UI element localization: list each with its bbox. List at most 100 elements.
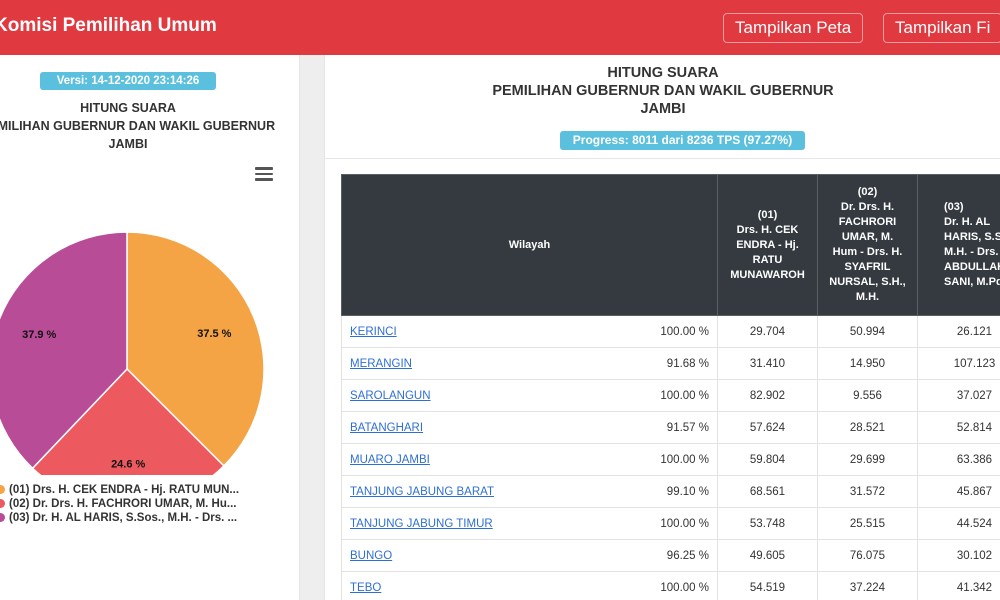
vote-count-cell: 59.804 <box>717 443 818 476</box>
results-title: HITUNG SUARA PEMILIHAN GUBERNUR DAN WAKI… <box>325 64 1000 118</box>
chart-panel: Versi: 14-12-2020 23:14:26 HITUNG SUARA … <box>0 55 300 600</box>
header-line: SYAFRIL <box>844 261 891 273</box>
progress-percent: 100.00 % <box>660 325 709 338</box>
region-link[interactable]: BATANGHARI <box>350 421 424 434</box>
chart-title-line2: PEMILIHAN GUBERNUR DAN WAKIL GUBERNUR <box>0 119 276 133</box>
progress-percent: 100.00 % <box>660 517 709 530</box>
progress-percent: 100.00 % <box>660 453 709 466</box>
table-row: TANJUNG JABUNG TIMUR 100.00 % 53.748 25.515… <box>341 507 1000 540</box>
header-candidate-02: (02) Dr. Drs. H. FACHRORI UMAR, M. Hum - Drs… <box>817 174 918 316</box>
progress-badge: Progress: 8011 dari 8236 TPS (97.27%) <box>560 131 805 150</box>
results-title-line1: HITUNG SUARA <box>607 65 719 81</box>
header-line: M.H. - Drs. H. <box>944 246 1000 258</box>
region-cell: SAROLANGUN 100.00 % <box>341 379 718 412</box>
region-link[interactable]: BUNGO <box>350 549 393 562</box>
brand-title[interactable]: Komisi Pemilihan Umum <box>0 15 217 36</box>
vote-count-cell: 44.524 <box>917 507 1000 540</box>
vote-count-cell: 29.699 <box>817 443 918 476</box>
legend-item[interactable]: (01) Drs. H. CEK ENDRA - Hj. RATU MUN... <box>0 483 296 497</box>
chart-title-line3: JAMBI <box>108 137 148 151</box>
region-link[interactable]: MERANGIN <box>350 357 412 370</box>
table-row: KERINCI 100.00 % 29.704 50.994 26.121 <box>341 315 1000 348</box>
pie-slice-label: 24.6 % <box>111 459 145 471</box>
progress-percent: 96.25 % <box>666 549 709 562</box>
legend-dot-icon <box>0 513 5 522</box>
table-row: TEBO 100.00 % 54.519 37.224 41.342 <box>341 571 1000 600</box>
region-cell: BATANGHARI 91.57 % <box>341 411 718 444</box>
progress-percent: 99.10 % <box>666 485 709 498</box>
legend-item[interactable]: (02) Dr. Drs. H. FACHRORI UMAR, M. Hu... <box>0 497 296 511</box>
progress-percent: 100.00 % <box>660 389 709 402</box>
region-cell: KERINCI 100.00 % <box>341 315 718 348</box>
region-link[interactable]: TANJUNG JABUNG BARAT <box>350 485 494 498</box>
header-line: (01) <box>757 208 778 221</box>
vote-count-cell: 37.224 <box>817 571 918 600</box>
header-line: Dr. H. AL <box>944 216 991 228</box>
vote-count-cell: 37.027 <box>917 379 1000 412</box>
region-link[interactable]: KERINCI <box>350 325 397 338</box>
header-line: Hum - Drs. H. <box>832 246 903 258</box>
show-filter-button[interactable]: Tampilkan Fi <box>883 13 1000 43</box>
table-row: MERANGIN 91.68 % 31.410 14.950 107.123 <box>341 347 1000 380</box>
vote-count-cell: 25.515 <box>817 507 918 540</box>
legend-dot-icon <box>0 499 5 508</box>
vote-count-cell: 49.605 <box>717 539 818 572</box>
region-cell: TEBO 100.00 % <box>341 571 718 600</box>
region-cell: BUNGO 96.25 % <box>341 539 718 572</box>
vote-count-cell: 30.102 <box>917 539 1000 572</box>
pie-slice[interactable] <box>0 231 128 470</box>
vote-count-cell: 53.748 <box>717 507 818 540</box>
table-row: MUARO JAMBI 100.00 % 59.804 29.699 63.386 <box>341 443 1000 476</box>
header-line: MUNAWAROH <box>730 268 805 281</box>
vote-count-cell: 52.814 <box>917 411 1000 444</box>
separator <box>325 158 1000 159</box>
region-cell: TANJUNG JABUNG TIMUR 100.00 % <box>341 507 718 540</box>
show-map-button[interactable]: Tampilkan Peta <box>723 13 864 43</box>
region-cell: TANJUNG JABUNG BARAT 99.10 % <box>341 475 718 508</box>
top-navbar: Komisi Pemilihan Umum Tampilkan Peta Tam… <box>0 0 1000 55</box>
vote-count-cell: 68.561 <box>717 475 818 508</box>
pie-slice-label: 37.9 % <box>22 329 56 341</box>
vote-count-cell: 14.950 <box>817 347 918 380</box>
results-table: Wilayah (01) Drs. H. CEK ENDRA - Hj. RATU MU… <box>341 174 1000 600</box>
header-line: Drs. H. CEK <box>736 223 799 236</box>
header-candidate-03: (03) Dr. H. AL HARIS, S.Sos., M.H. - Drs. H… <box>917 174 1000 316</box>
region-link[interactable]: SAROLANGUN <box>350 389 431 402</box>
results-panel: HITUNG SUARA PEMILIHAN GUBERNUR DAN WAKI… <box>324 55 1000 600</box>
pie-chart: 37.5 % 24.6 % 37.9 % <box>0 231 265 475</box>
region-cell: MUARO JAMBI 100.00 % <box>341 443 718 476</box>
header-line: (03) <box>944 201 964 213</box>
vote-count-cell: 29.704 <box>717 315 818 348</box>
vote-count-cell: 26.121 <box>917 315 1000 348</box>
hamburger-menu-icon[interactable] <box>255 167 273 181</box>
header-line: (02) <box>857 186 878 198</box>
vote-count-cell: 57.624 <box>717 411 818 444</box>
region-link[interactable]: TEBO <box>350 581 382 594</box>
vote-count-cell: 28.521 <box>817 411 918 444</box>
legend-dot-icon <box>0 485 5 494</box>
vote-count-cell: 41.342 <box>917 571 1000 600</box>
vote-count-cell: 82.902 <box>717 379 818 412</box>
header-wilayah: Wilayah <box>341 174 718 316</box>
region-cell: MERANGIN 91.68 % <box>341 347 718 380</box>
region-link[interactable]: MUARO JAMBI <box>350 453 430 466</box>
header-line: UMAR, M. <box>841 231 894 243</box>
results-title-line2: PEMILIHAN GUBERNUR DAN WAKIL GUBERNUR <box>492 83 834 99</box>
header-line: HARIS, S.Sos., <box>944 231 1000 243</box>
table-row: SAROLANGUN 100.00 % 82.902 9.556 37.027 <box>341 379 1000 412</box>
vote-count-cell: 45.867 <box>917 475 1000 508</box>
vote-count-cell: 50.994 <box>817 315 918 348</box>
region-link[interactable]: TANJUNG JABUNG TIMUR <box>350 517 493 530</box>
header-line: Dr. Drs. H. <box>840 201 895 213</box>
legend-item[interactable]: (03) Dr. H. AL HARIS, S.Sos., M.H. - Drs… <box>0 511 296 525</box>
progress-percent: 100.00 % <box>660 581 709 594</box>
header-line: FACHRORI <box>838 216 897 228</box>
vote-count-cell: 9.556 <box>817 379 918 412</box>
pie-slice[interactable] <box>126 231 265 467</box>
legend-label: (03) Dr. H. AL HARIS, S.Sos., M.H. - Drs… <box>9 512 238 524</box>
legend-label: (01) Drs. H. CEK ENDRA - Hj. RATU MUN... <box>9 484 240 496</box>
table-row: BUNGO 96.25 % 49.605 76.075 30.102 <box>341 539 1000 572</box>
pie-slice[interactable] <box>31 367 225 475</box>
pie-slice-label: 37.5 % <box>197 328 231 340</box>
vote-count-cell: 31.572 <box>817 475 918 508</box>
